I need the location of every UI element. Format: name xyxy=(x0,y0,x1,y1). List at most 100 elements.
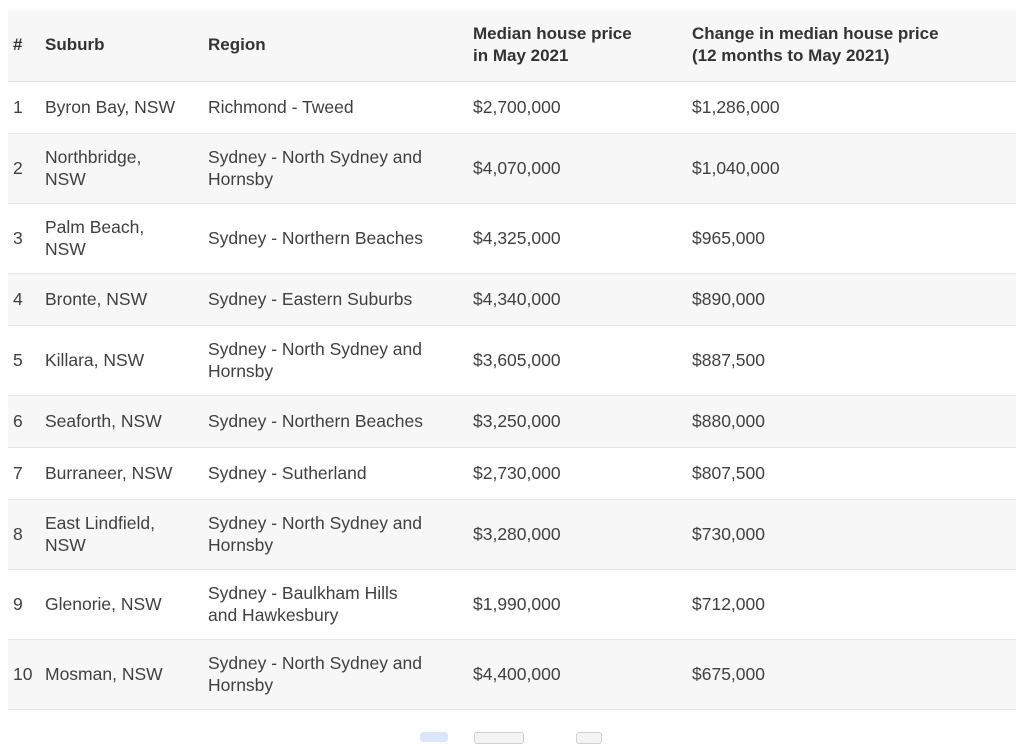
table-row: 5 Killara, NSW Sydney - North Sydney and Ho… xyxy=(8,325,1016,396)
cell-region-line: Sydney - North Sydney and xyxy=(208,339,423,359)
cell-suburb-line: Byron Bay, NSW xyxy=(45,97,175,117)
cell-region-line: Sydney - Baulkham Hills xyxy=(208,583,398,603)
header-rank: # xyxy=(8,10,38,82)
cell-rank: 1 xyxy=(8,81,38,134)
cell-suburb: Seaforth, NSW xyxy=(38,395,201,448)
table-row: 9 Glenorie, NSW Sydney - Baulkham Hills and… xyxy=(8,569,1016,640)
cell-suburb-line: East Lindfield, xyxy=(45,513,155,533)
cell-suburb: Bronte, NSW xyxy=(38,273,201,326)
cell-region-line: Richmond - Tweed xyxy=(208,97,354,117)
table-body: 1 Byron Bay, NSW Richmond - Tweed $2,700,00… xyxy=(8,81,1016,710)
cell-region-line: Sydney - Sutherland xyxy=(208,463,367,483)
header-median-line-1: Median house price xyxy=(473,24,632,44)
cell-suburb-line: Northbridge, xyxy=(45,147,142,167)
cell-suburb: Glenorie, NSW xyxy=(38,569,201,640)
cell-suburb-line: Killara, NSW xyxy=(45,350,145,370)
cell-price-change: $675,000 xyxy=(685,639,1016,710)
cell-suburb: Northbridge, NSW xyxy=(38,133,201,204)
cell-region-line: Sydney - Northern Beaches xyxy=(208,411,423,431)
cell-median-price: $4,325,000 xyxy=(466,203,685,274)
cell-price-change: $1,040,000 xyxy=(685,133,1016,204)
cell-median-price: $3,250,000 xyxy=(466,395,685,448)
header-price-change: Change in median house price (12 months … xyxy=(685,10,1016,82)
pagination xyxy=(0,729,1024,744)
cell-rank: 7 xyxy=(8,447,38,500)
cell-region: Sydney - North Sydney and Hornsby xyxy=(201,133,466,204)
table-header-row: # Suburb Region Median house price in Ma… xyxy=(8,10,1016,82)
cell-suburb: Killara, NSW xyxy=(38,325,201,396)
cell-median-price: $2,730,000 xyxy=(466,447,685,500)
cell-region: Sydney - North Sydney and Hornsby xyxy=(201,499,466,570)
header-region: Region xyxy=(201,10,466,82)
cell-region: Sydney - North Sydney and Hornsby xyxy=(201,325,466,396)
cell-region-line: Hornsby xyxy=(208,675,274,695)
cell-median-price: $4,400,000 xyxy=(466,639,685,710)
cell-price-change: $1,286,000 xyxy=(685,81,1016,134)
cell-suburb: East Lindfield, NSW xyxy=(38,499,201,570)
cell-rank: 10 xyxy=(8,639,38,710)
cell-region-line: Hornsby xyxy=(208,361,274,381)
cell-median-price: $4,340,000 xyxy=(466,273,685,326)
cell-suburb-line: Glenorie, NSW xyxy=(45,594,162,614)
cell-region: Sydney - Northern Beaches xyxy=(201,395,466,448)
table-row: 6 Seaforth, NSW Sydney - Northern Beaches $… xyxy=(8,395,1016,448)
cell-suburb: Palm Beach, NSW xyxy=(38,203,201,274)
cell-median-price: $1,990,000 xyxy=(466,569,685,640)
cell-rank: 4 xyxy=(8,273,38,326)
cell-region-line: Sydney - North Sydney and xyxy=(208,513,423,533)
cell-median-price: $3,280,000 xyxy=(466,499,685,570)
cell-median-price: $4,070,000 xyxy=(466,133,685,204)
table-row: 8 East Lindfield, NSW Sydney - North Sydney… xyxy=(8,499,1016,570)
cell-suburb: Burraneer, NSW xyxy=(38,447,201,500)
cell-suburb: Byron Bay, NSW xyxy=(38,81,201,134)
cell-price-change: $712,000 xyxy=(685,569,1016,640)
cell-rank: 2 xyxy=(8,133,38,204)
cell-suburb-line: NSW xyxy=(45,535,86,555)
cell-region: Sydney - Sutherland xyxy=(201,447,466,500)
cell-price-change: $887,500 xyxy=(685,325,1016,396)
header-median-price: Median house price in May 2021 xyxy=(466,10,685,82)
cell-suburb-line: NSW xyxy=(45,169,86,189)
cell-region: Sydney - Northern Beaches xyxy=(201,203,466,274)
table-row: 10 Mosman, NSW Sydney - North Sydney and Ho… xyxy=(8,639,1016,710)
table-row: 7 Burraneer, NSW Sydney - Sutherland $2,730… xyxy=(8,447,1016,500)
cell-region-line: and Hawkesbury xyxy=(208,605,339,625)
cell-suburb-line: NSW xyxy=(45,239,86,259)
cell-rank: 9 xyxy=(8,569,38,640)
cell-suburb: Mosman, NSW xyxy=(38,639,201,710)
cell-price-change: $730,000 xyxy=(685,499,1016,570)
cell-rank: 6 xyxy=(8,395,38,448)
table-row: 1 Byron Bay, NSW Richmond - Tweed $2,700,00… xyxy=(8,81,1016,134)
cell-median-price: $3,605,000 xyxy=(466,325,685,396)
cell-region-line: Hornsby xyxy=(208,535,274,555)
table-row: 2 Northbridge, NSW Sydney - North Sydney an… xyxy=(8,133,1016,204)
cell-price-change: $807,500 xyxy=(685,447,1016,500)
cell-rank: 8 xyxy=(8,499,38,570)
table-row: 3 Palm Beach, NSW Sydney - Northern Beaches… xyxy=(8,203,1016,274)
header-median-line-2: in May 2021 xyxy=(473,46,569,66)
cell-suburb-line: Bronte, NSW xyxy=(45,289,148,309)
pagination-button[interactable] xyxy=(576,732,602,744)
cell-rank: 3 xyxy=(8,203,38,274)
pagination-button-active[interactable] xyxy=(420,732,448,742)
cell-region-line: Sydney - Northern Beaches xyxy=(208,228,423,248)
cell-price-change: $965,000 xyxy=(685,203,1016,274)
cell-rank: 5 xyxy=(8,325,38,396)
table-container: # Suburb Region Median house price in Ma… xyxy=(8,10,1016,710)
pagination-button[interactable] xyxy=(474,732,524,744)
cell-suburb-line: Burraneer, NSW xyxy=(45,463,173,483)
header-suburb: Suburb xyxy=(38,10,201,82)
cell-price-change: $890,000 xyxy=(685,273,1016,326)
header-change-line-2: (12 months to May 2021) xyxy=(692,46,890,66)
cell-suburb-line: Mosman, NSW xyxy=(45,664,163,684)
cell-region: Sydney - Eastern Suburbs xyxy=(201,273,466,326)
cell-median-price: $2,700,000 xyxy=(466,81,685,134)
cell-region-line: Hornsby xyxy=(208,169,274,189)
table-row: 4 Bronte, NSW Sydney - Eastern Suburbs $4,3… xyxy=(8,273,1016,326)
cell-price-change: $880,000 xyxy=(685,395,1016,448)
cell-suburb-line: Seaforth, NSW xyxy=(45,411,162,431)
cell-region: Richmond - Tweed xyxy=(201,81,466,134)
suburb-price-table: # Suburb Region Median house price in Ma… xyxy=(8,10,1016,710)
cell-region: Sydney - North Sydney and Hornsby xyxy=(201,639,466,710)
header-change-line-1: Change in median house price xyxy=(692,24,939,44)
